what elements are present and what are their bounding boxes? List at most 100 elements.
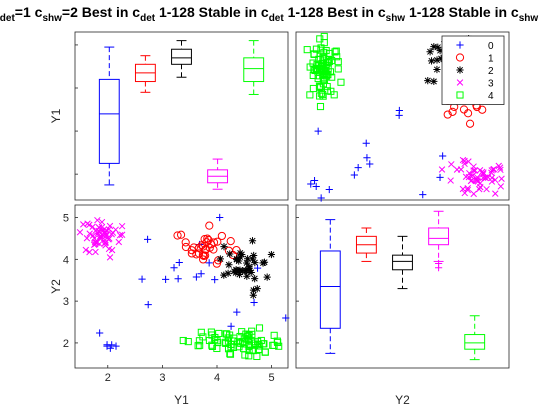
point-4: [337, 78, 345, 86]
point-4: [316, 102, 325, 111]
point-4: [275, 342, 283, 350]
point-1: [209, 238, 219, 247]
y-label-top: Y1: [49, 108, 63, 123]
point-0: [192, 273, 200, 281]
point-0: [317, 194, 325, 202]
y-tick-label: 5: [63, 213, 69, 225]
point-2: [245, 264, 253, 272]
point-1: [478, 105, 487, 114]
point-4: [319, 71, 327, 79]
point-4: [227, 340, 235, 348]
title-part: 1-128 Stable in c: [405, 4, 519, 20]
point-2: [424, 76, 432, 85]
point-0: [197, 270, 205, 278]
point-1: [173, 231, 182, 240]
box-iqr: [319, 250, 341, 329]
point-3: [96, 235, 104, 243]
point-3: [465, 158, 472, 165]
title-part: shw: [385, 12, 406, 24]
point-4: [235, 343, 243, 351]
point-0: [174, 275, 182, 283]
point-3: [89, 223, 96, 230]
point-1: [448, 107, 457, 116]
y-label-bottom: Y2: [49, 279, 63, 294]
point-2: [238, 250, 246, 259]
point-4: [197, 328, 205, 336]
point-0: [144, 301, 152, 309]
title-part: =1 c: [14, 4, 43, 20]
box-iqr: [428, 227, 450, 246]
series-4: [303, 32, 345, 111]
point-3: [106, 222, 114, 230]
point-0: [312, 182, 320, 191]
point-4: [184, 338, 192, 346]
point-3: [94, 216, 101, 224]
point-0: [282, 314, 290, 322]
point-2: [236, 253, 244, 261]
point-3: [466, 169, 473, 177]
box-2: [171, 40, 192, 78]
point-0: [112, 342, 120, 350]
point-3: [106, 254, 114, 261]
legend-marker-4: [456, 91, 464, 99]
point-4: [323, 72, 331, 80]
point-4: [306, 63, 314, 71]
box-4: [464, 315, 486, 361]
point-0: [162, 275, 170, 283]
point-0: [211, 275, 219, 284]
point-2: [251, 274, 259, 283]
point-4: [226, 350, 234, 358]
point-4: [208, 342, 216, 350]
point-3: [86, 221, 93, 229]
legend-marker-0: [456, 41, 464, 49]
point-2: [242, 267, 250, 275]
x-tick-label: 2: [105, 372, 111, 384]
point-4: [318, 66, 326, 74]
point-2: [249, 291, 257, 299]
legend-marker-3: [456, 79, 464, 86]
point-4: [317, 89, 325, 97]
point-4: [255, 324, 264, 332]
point-4: [224, 345, 233, 353]
point-4: [312, 45, 320, 53]
series-3: [438, 156, 505, 198]
point-4: [323, 83, 331, 91]
point-4: [333, 53, 341, 61]
point-1: [199, 255, 208, 264]
axes-frame: [74, 31, 289, 201]
point-3: [497, 166, 504, 174]
point-0: [310, 176, 319, 185]
point-2: [249, 286, 258, 294]
point-3: [94, 229, 102, 237]
point-2: [426, 48, 434, 56]
point-3: [480, 169, 487, 176]
point-3: [96, 232, 104, 240]
y-tick-label: 2: [63, 338, 69, 350]
series-3: [76, 216, 126, 261]
point-2: [220, 271, 228, 279]
point-4: [226, 350, 235, 358]
point-4: [303, 46, 311, 54]
point-1: [459, 105, 469, 114]
point-2: [248, 237, 257, 245]
point-3: [459, 185, 467, 193]
point-1: [443, 110, 452, 119]
point-0: [439, 152, 447, 160]
point-2: [263, 273, 271, 281]
point-2: [434, 43, 442, 51]
point-4: [243, 333, 252, 341]
point-4: [194, 342, 202, 350]
point-3: [92, 240, 99, 248]
point-3: [438, 166, 446, 173]
point-4: [319, 90, 327, 99]
point-0: [96, 329, 104, 337]
point-3: [461, 160, 468, 168]
title-part: shw: [42, 12, 62, 24]
point-0: [106, 344, 114, 352]
point-4: [328, 73, 336, 81]
title-part: 1-128 Stable in c: [155, 4, 269, 20]
point-4: [320, 32, 328, 41]
point-1: [212, 259, 221, 268]
point-4: [328, 57, 336, 65]
